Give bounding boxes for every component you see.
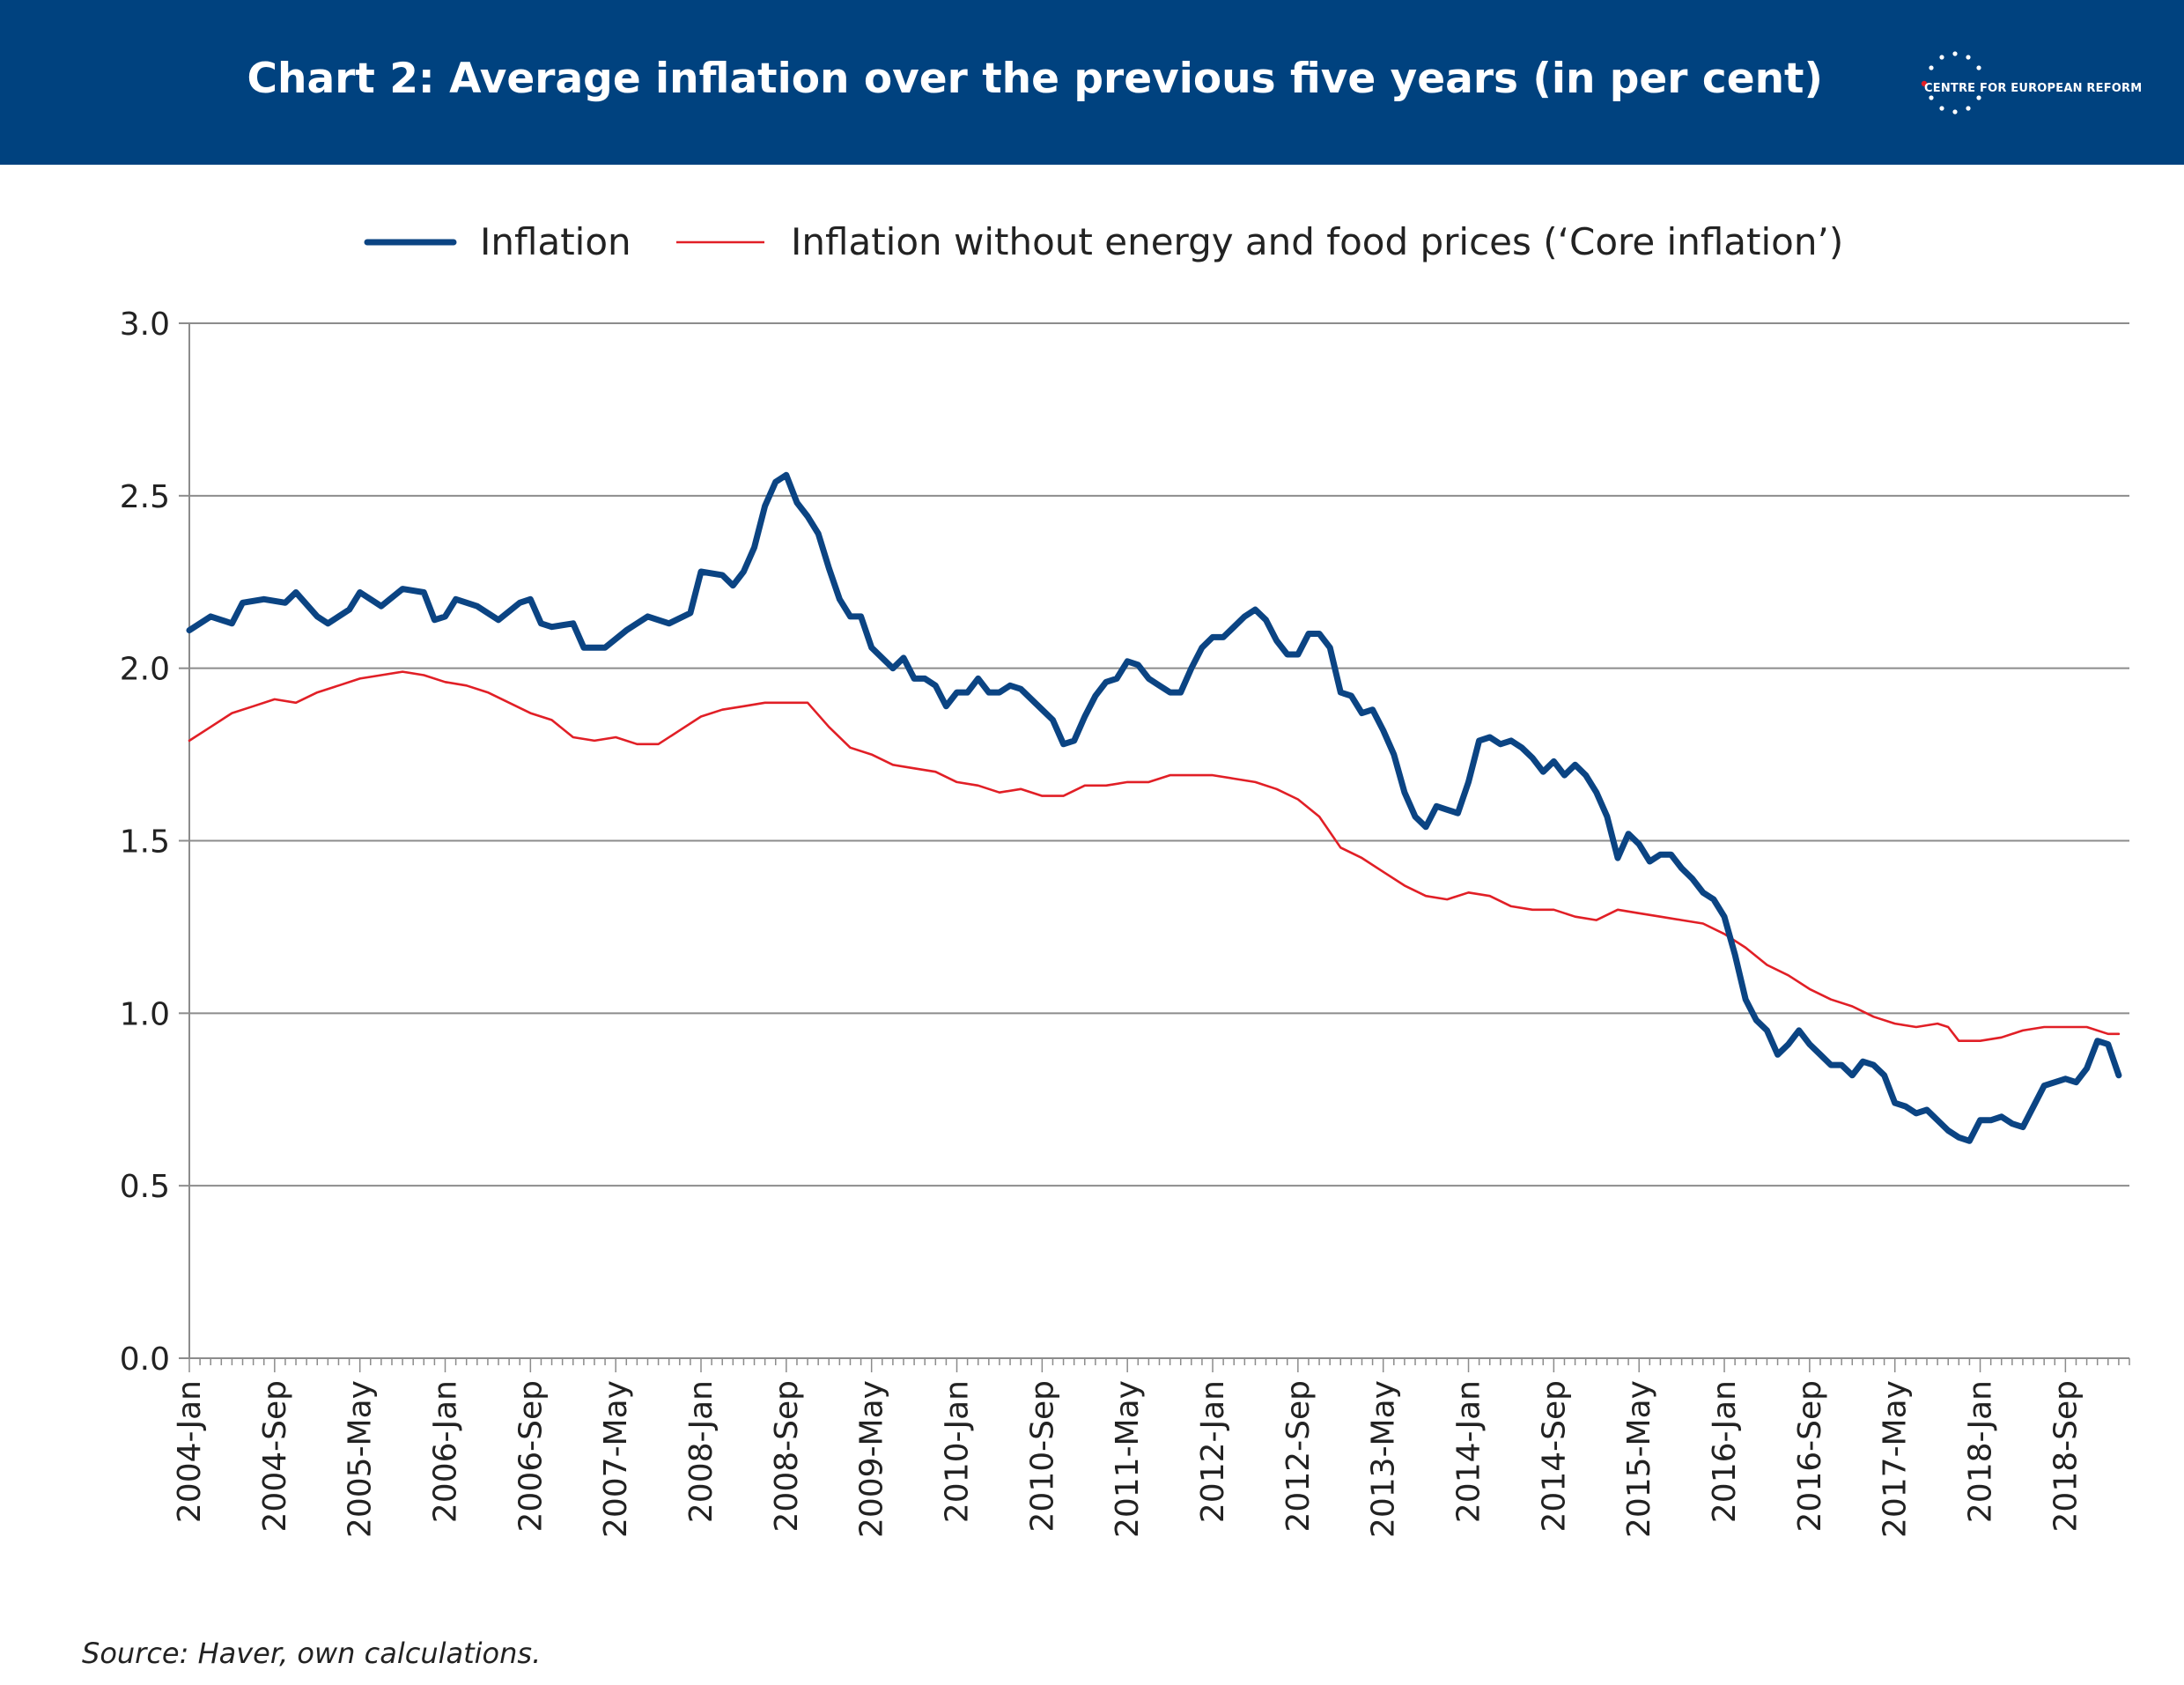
x-tick-label: 2014-Sep — [1536, 1380, 1572, 1532]
x-tick-label: 2007-May — [598, 1380, 634, 1538]
x-tick-label: 2004-Jan — [172, 1380, 208, 1523]
line-chart: 0.0 0.5 1.0 1.5 2.0 2.5 3.0 2004-Jan 2004-Sep 200… — [120, 220, 2130, 1538]
y-tick-label: 1.5 — [120, 824, 170, 861]
x-tick-label: 2004-Sep — [257, 1380, 293, 1532]
x-tick-label: 2006-Jan — [428, 1380, 464, 1523]
source-note: Source: Haver, own calculations. — [82, 1637, 542, 1670]
x-tick-label: 2013-May — [1366, 1380, 1402, 1538]
y-tick-label: 0.5 — [120, 1169, 170, 1205]
legend-label-inflation: Inflation — [480, 220, 631, 263]
y-tick-label: 2.0 — [120, 652, 170, 688]
chart-header-bar: Chart 2: Average inflation over the prev… — [0, 0, 2184, 165]
chart-title: Chart 2: Average inflation over the prev… — [247, 55, 1823, 103]
legend-label-core-inflation: Inflation without energy and food prices… — [791, 220, 1843, 263]
x-tick-label: 2012-Sep — [1280, 1380, 1317, 1532]
x-tick-label: 2015-May — [1621, 1380, 1657, 1538]
cer-logo-icon — [1921, 51, 1981, 115]
series-line-inflation — [186, 471, 2122, 1144]
cer-logo-text: CENTRE FOR EUROPEAN REFORM — [1924, 82, 2143, 95]
x-tick-label: 2008-Sep — [769, 1380, 805, 1532]
y-tick-label: 0.0 — [120, 1341, 170, 1378]
x-tick-label: 2006-Sep — [513, 1380, 549, 1532]
y-tick-label: 3.0 — [120, 307, 170, 343]
x-tick-label: 2010-Jan — [940, 1380, 976, 1523]
series-line-core-inflation — [188, 670, 2121, 1042]
x-tick-label: 2009-May — [854, 1380, 890, 1538]
x-tick-label: 2011-May — [1110, 1380, 1146, 1538]
y-tick-label: 2.5 — [120, 479, 170, 515]
x-tick-label: 2017-May — [1878, 1380, 1914, 1538]
y-tick-label: 1.0 — [120, 996, 170, 1032]
x-tick-label: 2012-Jan — [1195, 1380, 1231, 1523]
x-tick-label: 2018-Sep — [2048, 1380, 2084, 1532]
x-tick-label: 2014-Jan — [1451, 1380, 1487, 1523]
x-tick-label: 2018-Jan — [1963, 1380, 1999, 1523]
x-tick-label: 2016-Jan — [1707, 1380, 1743, 1523]
x-tick-label: 2016-Sep — [1792, 1380, 1828, 1532]
x-tick-label: 2008-Jan — [683, 1380, 719, 1523]
x-tick-label: 2005-May — [343, 1380, 379, 1538]
x-tick-label: 2010-Sep — [1024, 1380, 1060, 1532]
